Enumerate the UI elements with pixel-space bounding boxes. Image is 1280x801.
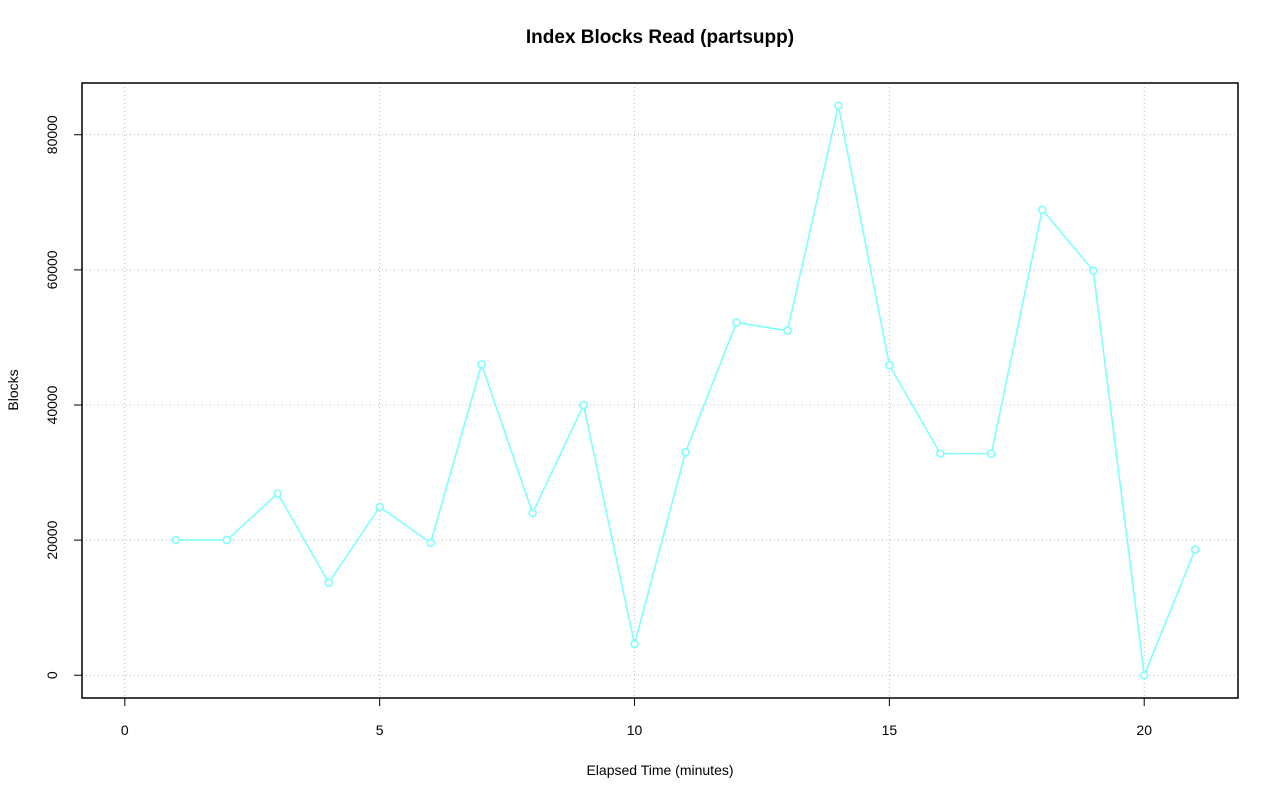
x-tick-label: 10 (627, 722, 643, 738)
data-point (375, 502, 384, 512)
data-point (324, 578, 333, 587)
data-point (630, 639, 639, 649)
y-axis-label: Blocks (5, 369, 21, 410)
data-point (783, 326, 792, 335)
data-point (1037, 205, 1047, 215)
data-point (936, 449, 945, 458)
x-tick-label: 20 (1136, 722, 1152, 738)
data-point (732, 318, 741, 327)
y-tick-label: 60000 (44, 250, 60, 289)
y-tick-label: 80000 (44, 115, 60, 154)
y-tick-label: 0 (44, 671, 60, 679)
data-point (885, 360, 894, 370)
data-point (273, 489, 283, 498)
x-axis-label: Elapsed Time (minutes) (586, 762, 733, 778)
data-point (477, 360, 486, 369)
data-point (528, 508, 537, 518)
data-point (222, 535, 232, 545)
x-tick-label: 5 (376, 722, 384, 738)
x-tick-label: 0 (121, 722, 129, 738)
data-point (681, 447, 690, 457)
data-point (426, 538, 435, 548)
x-tick-label: 15 (882, 722, 898, 738)
data-line (175, 105, 1196, 679)
plot-frame (81, 82, 1239, 699)
data-point (1088, 266, 1098, 275)
data-point (1190, 545, 1200, 554)
data-point (834, 101, 843, 111)
y-tick-label: 40000 (44, 385, 60, 424)
data-point (1139, 670, 1149, 680)
data-point (171, 535, 181, 545)
y-tick-label: 20000 (44, 520, 60, 559)
data-point (987, 449, 996, 458)
data-point (579, 400, 588, 410)
chart-title: Index Blocks Read (partsupp) (526, 27, 794, 48)
